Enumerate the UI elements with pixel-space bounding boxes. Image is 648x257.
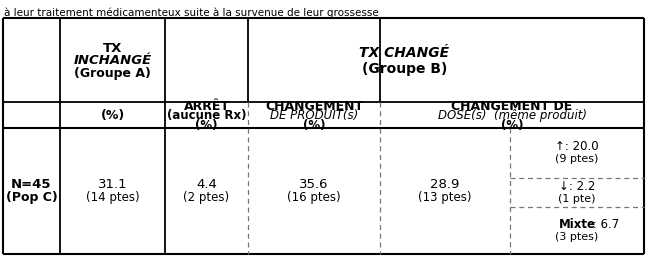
Text: (%): (%)	[100, 108, 124, 122]
Text: (1 pte): (1 pte)	[558, 194, 596, 204]
Text: 28.9: 28.9	[430, 179, 459, 191]
Text: 35.6: 35.6	[299, 179, 329, 191]
Text: TX: TX	[103, 41, 122, 54]
Text: (3 ptes): (3 ptes)	[555, 232, 599, 242]
Text: 31.1: 31.1	[98, 179, 127, 191]
Text: 4.4: 4.4	[196, 179, 217, 191]
Text: (Groupe A): (Groupe A)	[74, 68, 151, 80]
Text: (16 ptes): (16 ptes)	[287, 191, 341, 205]
Text: N=45: N=45	[11, 179, 52, 191]
Text: (aucune Rx): (aucune Rx)	[167, 109, 246, 123]
Text: (Groupe B): (Groupe B)	[362, 62, 447, 76]
Text: (%): (%)	[501, 120, 523, 133]
Text: (Pop C): (Pop C)	[6, 191, 58, 205]
Text: DE PRODUIT(s): DE PRODUIT(s)	[270, 109, 358, 123]
Text: (14 ptes): (14 ptes)	[86, 191, 139, 205]
Text: (%): (%)	[303, 120, 325, 133]
Text: : 6.7: : 6.7	[589, 218, 619, 231]
Text: ↓: 2.2: ↓: 2.2	[559, 180, 595, 193]
Text: TX CHANGÉ: TX CHANGÉ	[360, 46, 450, 60]
Text: (9 ptes): (9 ptes)	[555, 154, 599, 164]
Text: Mixte: Mixte	[559, 218, 596, 231]
Text: DOSE(s)  (même produit): DOSE(s) (même produit)	[437, 109, 586, 123]
Text: (%): (%)	[195, 120, 218, 133]
Text: (13 ptes): (13 ptes)	[418, 191, 472, 205]
Text: CHANGEMENT: CHANGEMENT	[265, 99, 363, 113]
Text: CHANGEMENT DE: CHANGEMENT DE	[452, 99, 573, 113]
Text: INCHANGÉ: INCHANGÉ	[73, 54, 152, 68]
Text: ↑: 20.0: ↑: 20.0	[555, 141, 599, 153]
Text: (2 ptes): (2 ptes)	[183, 191, 229, 205]
Text: à leur traitement médicamenteux suite à la survenue de leur grossesse: à leur traitement médicamenteux suite à …	[4, 8, 378, 19]
Text: ARRÊT: ARRÊT	[183, 99, 229, 113]
